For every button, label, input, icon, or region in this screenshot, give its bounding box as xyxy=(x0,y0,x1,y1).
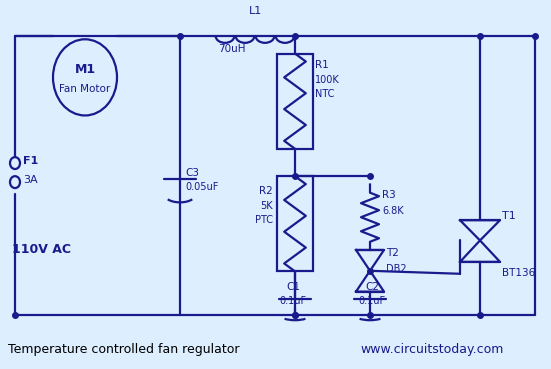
Text: DB2: DB2 xyxy=(386,264,407,274)
Text: M1: M1 xyxy=(74,62,95,76)
Text: F1: F1 xyxy=(23,156,38,166)
Text: 70uH: 70uH xyxy=(218,44,246,54)
Bar xyxy=(277,176,313,271)
Text: C2: C2 xyxy=(365,282,379,292)
Text: Temperature controlled fan regulator: Temperature controlled fan regulator xyxy=(8,343,240,356)
Text: T1: T1 xyxy=(502,211,516,221)
Text: R2: R2 xyxy=(260,186,273,196)
Text: L1: L1 xyxy=(249,6,262,16)
Text: 0.1uF: 0.1uF xyxy=(279,296,306,306)
Text: 100K: 100K xyxy=(315,75,340,85)
Text: C3: C3 xyxy=(185,168,199,178)
Text: Fan Motor: Fan Motor xyxy=(60,84,111,94)
Text: 6.8K: 6.8K xyxy=(382,206,404,216)
Text: 0.05uF: 0.05uF xyxy=(185,182,218,192)
Text: NTC: NTC xyxy=(315,89,334,99)
Text: R1: R1 xyxy=(315,59,329,69)
Text: 0.1uF: 0.1uF xyxy=(359,296,386,306)
Text: www.circuitstoday.com: www.circuitstoday.com xyxy=(360,343,504,356)
Text: 5K: 5K xyxy=(261,201,273,211)
Text: 3A: 3A xyxy=(23,175,37,185)
Text: C1: C1 xyxy=(286,282,300,292)
Text: 110V AC: 110V AC xyxy=(12,244,71,256)
Text: BT136: BT136 xyxy=(502,268,535,278)
Text: PTC: PTC xyxy=(255,215,273,225)
Text: R3: R3 xyxy=(382,190,396,200)
Bar xyxy=(277,54,313,149)
Text: T2: T2 xyxy=(386,248,399,258)
